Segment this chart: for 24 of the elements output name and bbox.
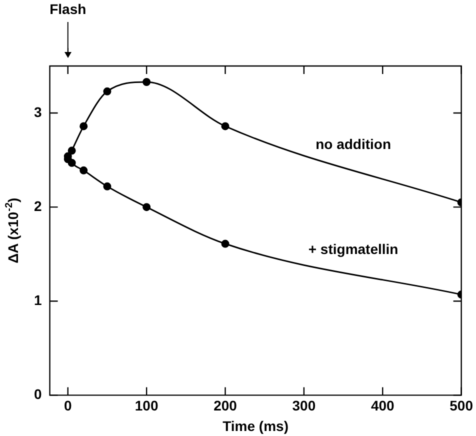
y-tick-label: 2 xyxy=(34,198,42,214)
x-axis-title: Time (ms) xyxy=(222,418,288,434)
annotation: Flash xyxy=(50,0,86,17)
point xyxy=(103,87,112,96)
x-tick-label: 0 xyxy=(64,397,72,414)
y-axis-title: ΔA (x10-2) xyxy=(4,198,21,264)
point xyxy=(68,146,76,155)
point xyxy=(142,203,151,212)
x-tick-label: 400 xyxy=(370,397,395,414)
point xyxy=(221,240,230,248)
point xyxy=(80,122,88,130)
x-tick-label: 100 xyxy=(134,397,158,414)
y-tick-label: 1 xyxy=(34,292,42,308)
point xyxy=(103,182,112,190)
y-tick-label: 3 xyxy=(34,104,42,120)
x-tick-label: 300 xyxy=(292,397,316,414)
series-label: no addition xyxy=(316,136,392,152)
series-label: + stigmatellin xyxy=(308,241,398,258)
point xyxy=(142,78,151,86)
x-tick-label: 200 xyxy=(214,397,238,414)
y-tick-label: 0 xyxy=(34,386,42,402)
point xyxy=(221,122,230,130)
x-tick-label: 500 xyxy=(450,397,474,414)
point xyxy=(80,166,88,174)
